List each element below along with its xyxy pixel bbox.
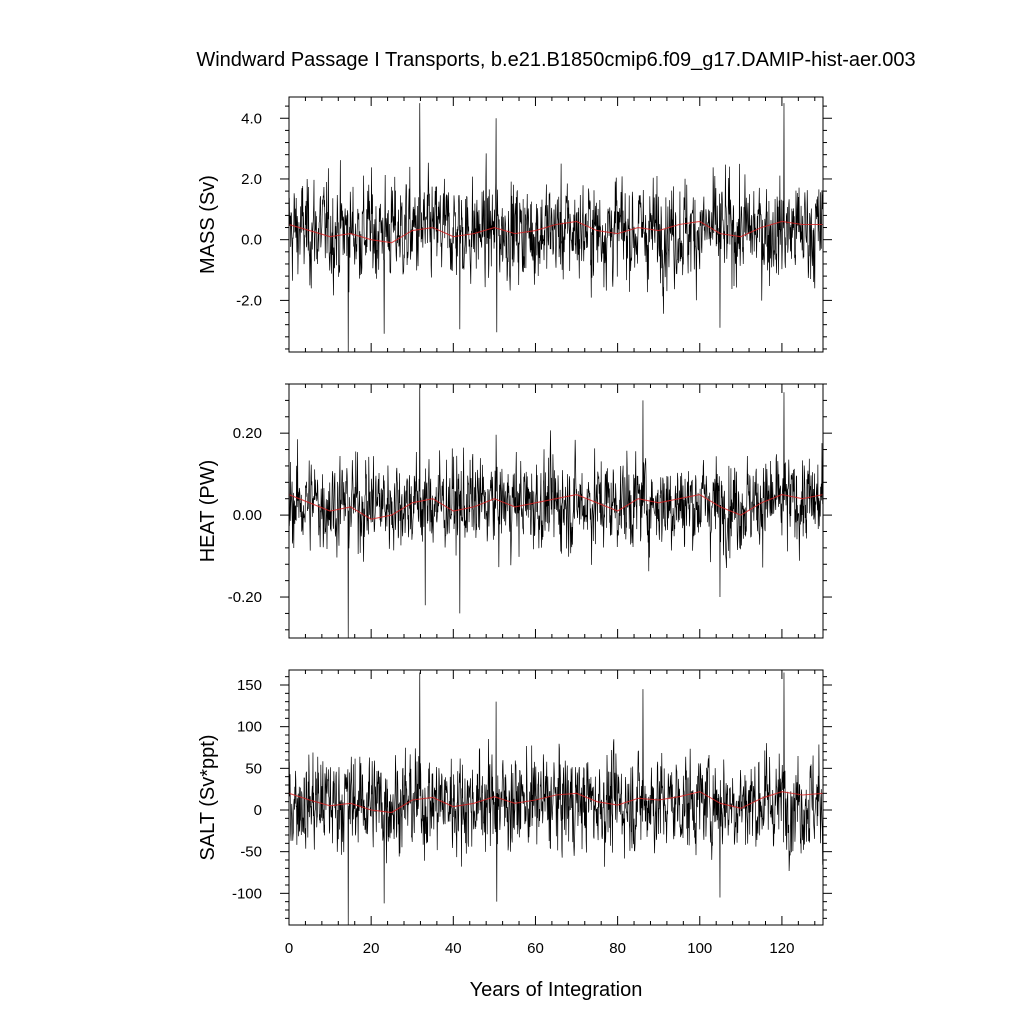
salt-y-tick-label: 100 bbox=[237, 719, 262, 736]
chart-title: Windward Passage I Transports, b.e21.B18… bbox=[196, 49, 915, 71]
heat-y-tick-label: -0.20 bbox=[228, 589, 262, 606]
heat-plot-frame bbox=[288, 383, 824, 639]
mass-y-tick-label: -2.0 bbox=[236, 292, 262, 309]
mass-y-tick-label: 4.0 bbox=[241, 110, 262, 127]
mass-y-axis-label: MASS (Sv) bbox=[197, 175, 219, 274]
salt-x-tick-label: 0 bbox=[285, 940, 293, 957]
salt-x-tick-label: 40 bbox=[445, 940, 462, 957]
heat-y-tick-label: 0.20 bbox=[233, 425, 262, 442]
salt-x-tick-label: 80 bbox=[609, 940, 626, 957]
heat-monthly-series bbox=[289, 384, 823, 638]
salt-y-tick-label: 0 bbox=[254, 802, 262, 819]
salt-y-tick-label: 50 bbox=[245, 760, 262, 777]
heat-smoothed-series bbox=[289, 494, 823, 520]
mass-smoothed-series bbox=[289, 220, 823, 244]
mass-monthly-series bbox=[289, 103, 823, 352]
mass-panel: -2.0 0.0 2.0 4.0 MASS (Sv) bbox=[197, 96, 832, 353]
heat-y-tick-label: 0.00 bbox=[233, 507, 262, 524]
panels: -2.0 0.0 2.0 4.0 MASS (Sv) -0.20 0.00 0.20 HEAT … bbox=[197, 96, 832, 957]
salt-y-tick-label: -50 bbox=[240, 844, 262, 861]
heat-y-axis-label: HEAT (PW) bbox=[197, 460, 219, 563]
salt-x-tick-label: 60 bbox=[527, 940, 544, 957]
salt-y-tick-label: -100 bbox=[232, 885, 262, 902]
salt-smoothed-series bbox=[289, 791, 823, 814]
salt-y-tick-label: 150 bbox=[237, 677, 262, 694]
mass-plot-frame bbox=[288, 96, 824, 353]
salt-plot-frame bbox=[288, 669, 824, 926]
salt-panel: 0 20 40 60 80 100 120 -100 -50 0 50 100 150 SALT (Sv*… bbox=[197, 669, 832, 957]
salt-y-axis-label: SALT (Sv*ppt) bbox=[197, 735, 219, 861]
salt-x-tick-label: 120 bbox=[769, 940, 794, 957]
x-axis-label: Years of Integration bbox=[470, 979, 643, 1001]
heat-panel: -0.20 0.00 0.20 HEAT (PW) bbox=[197, 383, 832, 639]
mass-y-tick-label: 2.0 bbox=[241, 171, 262, 188]
mass-y-tick-label: 0.0 bbox=[241, 232, 262, 249]
salt-monthly-series bbox=[289, 672, 823, 925]
salt-x-tick-label: 20 bbox=[363, 940, 380, 957]
salt-x-tick-label: 100 bbox=[687, 940, 712, 957]
